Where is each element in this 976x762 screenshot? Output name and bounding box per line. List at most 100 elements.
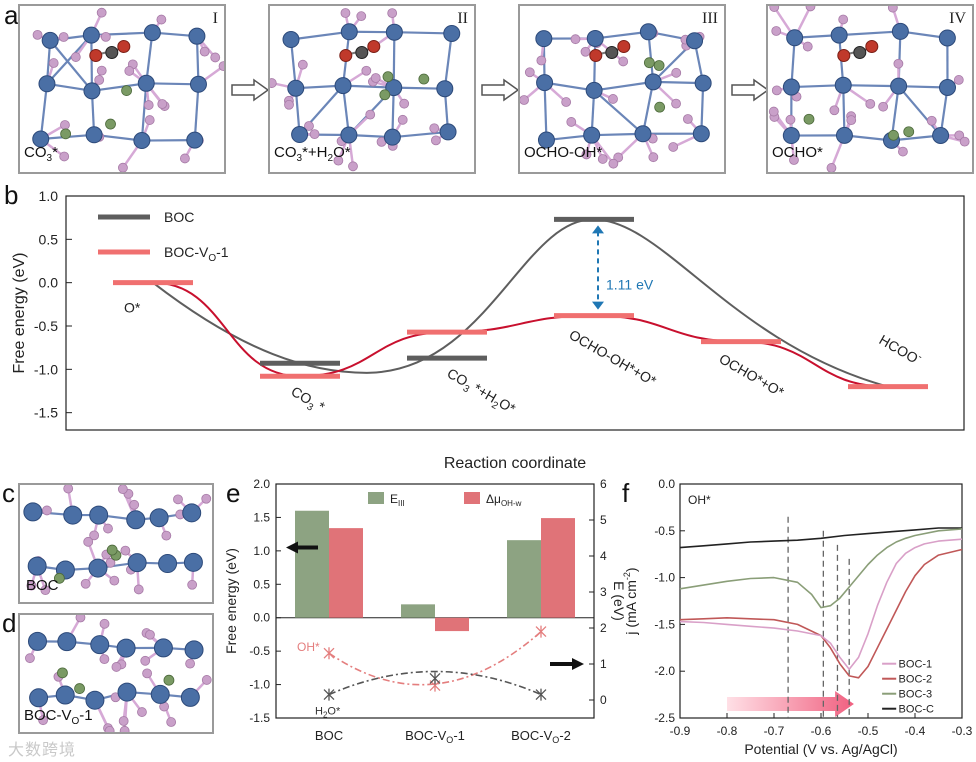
caption-tail: *+H: [302, 144, 328, 161]
bi-atom: [846, 115, 857, 126]
boc-curve: [152, 218, 889, 388]
state-label-hcoo: HCOO-: [877, 331, 925, 368]
legend-swatch: [368, 492, 384, 504]
bar-delta-mu: [329, 528, 363, 618]
label-main: BOC-V: [24, 707, 72, 724]
y-right-tick-label: 6: [600, 477, 607, 491]
label-main: H: [315, 706, 323, 718]
lsv-chart-f: 0.0 -0.5 -1.0 -1.5 -2.0 -2.5-0.9 -0.8 -0.7 -0.6 -…: [622, 477, 973, 757]
metal-atom: [41, 31, 59, 49]
caption-main: OCHO-OH*: [524, 144, 603, 161]
metal-atom: [639, 23, 657, 41]
bi-atom: [581, 149, 592, 160]
bond: [49, 39, 93, 92]
bi-atom: [124, 66, 135, 76]
legend-main: BOC-V: [164, 244, 209, 260]
category-label: BOC-VO-1: [405, 728, 465, 745]
c-atom: [74, 683, 85, 694]
bi-atom: [157, 99, 168, 109]
bi-atom: [25, 653, 35, 664]
x-tick-label: -0.7: [764, 724, 785, 738]
structure-boc-vo1-box: BOC-VO-1: [18, 613, 214, 734]
category-label: BOC-VO-2: [511, 728, 571, 745]
bi-atom: [109, 575, 120, 586]
metal-atom: [126, 510, 146, 530]
metal-atom: [85, 126, 103, 144]
bi-atom: [361, 65, 372, 76]
oh-annotation: OH*: [688, 493, 711, 507]
c-atom: [853, 45, 867, 59]
metal-atom: [385, 23, 403, 41]
legend-sub: OH-w: [501, 499, 522, 508]
bi-atom: [187, 579, 198, 590]
bi-atom: [356, 11, 367, 22]
metal-atom: [23, 502, 43, 522]
left-arrow-icon: [286, 541, 318, 554]
bi-atom: [682, 114, 693, 124]
bond: [897, 85, 942, 137]
metal-atom: [938, 29, 956, 47]
oh-line-label: OH*: [297, 640, 320, 654]
bi-atom: [648, 152, 659, 163]
bi-atom: [340, 8, 351, 18]
bi-atom: [99, 654, 110, 665]
bi-atom: [524, 67, 535, 78]
legend-label: BOC-1: [899, 659, 933, 671]
bi-atom: [75, 615, 86, 623]
bi-atom: [48, 58, 59, 68]
bond: [641, 81, 655, 134]
c-atom: [888, 129, 899, 141]
series-boc-2: [679, 548, 963, 679]
label-main: BOC: [315, 728, 343, 743]
bi-atom: [865, 98, 876, 109]
bi-atom: [96, 65, 107, 76]
structure-image-3: [520, 23, 712, 169]
bi-atom: [387, 8, 398, 19]
x-axis-title: Potential (V vs. Ag/AgCl): [744, 741, 897, 757]
metal-atom: [340, 23, 358, 41]
boc-structure-label: BOC: [26, 577, 59, 594]
structure-caption: CO3*: [24, 144, 58, 164]
bi-atom: [580, 46, 591, 57]
bi-atom: [878, 101, 889, 112]
structure-box-3: III OCHO-OH*: [518, 4, 726, 174]
caption-sub: 3: [46, 153, 53, 164]
bi-atom: [520, 95, 529, 105]
label-sup: -2: [622, 572, 632, 580]
state-label-ocho: OCHO*+O*: [717, 350, 788, 400]
metal-atom: [32, 130, 50, 148]
star-marker: [535, 688, 547, 701]
bi-atom: [161, 530, 172, 541]
bi-atom: [100, 31, 111, 42]
bi-atom: [117, 485, 128, 495]
metal-atom: [287, 79, 305, 97]
y-tick-label: -1.0: [654, 571, 675, 585]
bar-delta-mu: [435, 617, 469, 632]
bi-atom: [802, 41, 813, 52]
label-sub: 3: [461, 383, 472, 396]
label-main: HCOO: [877, 331, 921, 366]
bar-e-iii: [401, 604, 435, 618]
bond: [392, 130, 449, 139]
bi-atom: [120, 545, 131, 556]
bi-atom: [111, 662, 122, 672]
step-arrow-icon: [731, 78, 770, 102]
y-tick-label: -0.5: [654, 524, 675, 538]
metal-atom: [55, 685, 75, 705]
structure-roman: III: [702, 10, 718, 27]
y-left-title: Free energy (eV): [223, 548, 239, 654]
metal-atom: [932, 127, 950, 145]
legend-main: Δμ: [486, 492, 501, 506]
metal-atom: [439, 123, 457, 141]
bi-atom: [59, 151, 70, 162]
bi-atom: [898, 146, 908, 157]
legend-main: E: [390, 492, 398, 506]
bi-atom: [99, 618, 110, 629]
x-tick-label: -0.8: [717, 724, 738, 738]
y-tick-label: -2.5: [654, 711, 675, 725]
metal-atom: [137, 74, 155, 92]
y-right-tick-label: 4: [600, 549, 607, 563]
structure-image-1: [32, 7, 224, 172]
bi-atom: [60, 120, 70, 130]
bi-atom: [129, 499, 140, 510]
